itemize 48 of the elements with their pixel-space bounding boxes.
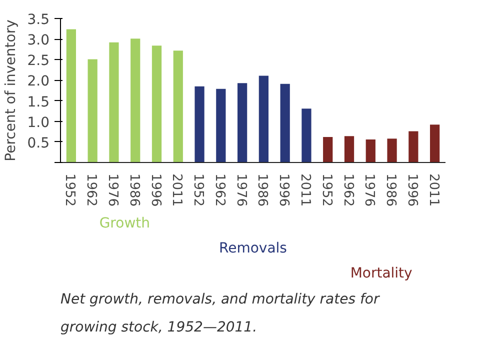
bar — [387, 138, 397, 162]
bar — [408, 131, 418, 162]
text: Mortality — [350, 266, 412, 282]
y-axis-title: Percent of inventory — [3, 20, 20, 162]
y-tick-label: 0.5 — [27, 135, 50, 152]
text: Removals — [219, 240, 287, 256]
x-tick-label: 1952 — [318, 174, 334, 207]
bar — [130, 38, 140, 162]
x-tick-label: 1962 — [84, 174, 99, 207]
x-tick-label: 1996 — [404, 174, 420, 207]
x-tick-label: 1986 — [126, 174, 142, 207]
y-tick-label: 1.5 — [27, 94, 50, 110]
x-tick-label: 2011 — [426, 174, 441, 207]
bar — [302, 108, 312, 162]
bar — [344, 136, 354, 162]
y-tick-label: 2.5 — [27, 53, 50, 70]
bar — [66, 29, 76, 162]
text: Net growth, removals, and mortality rates for growing stock, 1952—2011. — [60, 292, 380, 336]
x-tick-label: 1952 — [62, 174, 78, 207]
x-tick-label: 1976 — [362, 174, 377, 207]
x-tick-label: 1986 — [254, 174, 270, 207]
x-tick-label: 1986 — [383, 174, 398, 207]
bar — [173, 50, 183, 162]
x-tick-label: 1996 — [276, 174, 292, 207]
bar — [237, 83, 248, 162]
bar — [258, 76, 269, 162]
x-tick-label: 1952 — [190, 174, 206, 207]
bar — [194, 86, 204, 162]
bar — [152, 46, 162, 162]
x-tick-label: 1962 — [340, 174, 356, 207]
x-tick-label: 1996 — [148, 174, 163, 207]
bar — [323, 136, 333, 162]
bar — [88, 59, 98, 162]
text: Growth — [99, 216, 150, 232]
bar — [280, 84, 290, 162]
x-tick-label: 1976 — [233, 174, 248, 207]
x-tick-label: 1976 — [104, 174, 120, 207]
x-tick-label: 2011 — [169, 174, 184, 207]
y-tick-label: 3.5 — [27, 12, 50, 28]
y-tick-label: 2.0 — [27, 74, 50, 90]
y-tick-label: 3.0 — [27, 32, 50, 49]
bar — [430, 124, 440, 162]
x-tick-label: 2011 — [297, 174, 312, 207]
bar — [366, 139, 376, 162]
y-tick-label: 1.0 — [27, 114, 50, 131]
x-tick-label: 1962 — [212, 174, 227, 207]
bar — [216, 88, 226, 162]
bar — [109, 42, 119, 162]
